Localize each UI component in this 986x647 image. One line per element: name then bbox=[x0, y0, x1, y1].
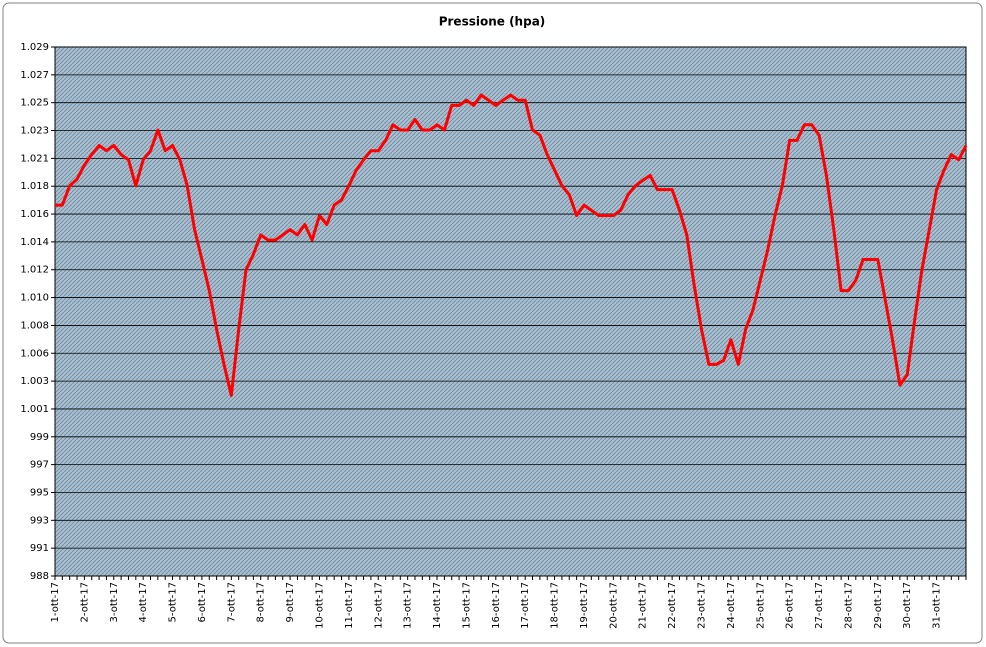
plot-frame bbox=[54, 46, 967, 577]
y-tick-label: 1.016 bbox=[20, 209, 49, 220]
x-tick-label: 21-ott-17 bbox=[638, 582, 649, 629]
x-tick-label: 6-ott-17 bbox=[197, 582, 208, 622]
y-tick-label: 1.014 bbox=[20, 237, 49, 248]
x-tick-label: 8-ott-17 bbox=[256, 582, 267, 622]
y-tick-label: 991 bbox=[30, 543, 49, 554]
x-tick-label: 30-ott-17 bbox=[902, 582, 913, 629]
x-tick-label: 29-ott-17 bbox=[873, 582, 884, 629]
x-tick-label: 10-ott-17 bbox=[314, 582, 325, 629]
x-tick-label: 25-ott-17 bbox=[755, 582, 766, 629]
y-tick-label: 997 bbox=[30, 460, 49, 471]
x-tick-label: 12-ott-17 bbox=[373, 582, 384, 629]
x-tick-label: 22-ott-17 bbox=[667, 582, 678, 629]
y-tick-label: 995 bbox=[30, 487, 49, 498]
y-tick-label: 1.001 bbox=[20, 404, 49, 415]
x-tick-label: 14-ott-17 bbox=[432, 582, 443, 629]
x-tick-label: 9-ott-17 bbox=[285, 582, 296, 622]
x-tick-label: 23-ott-17 bbox=[697, 582, 708, 629]
x-tick-label: 16-ott-17 bbox=[491, 582, 502, 629]
y-tick-label: 999 bbox=[30, 432, 49, 443]
y-tick-label: 1.023 bbox=[20, 126, 49, 137]
y-tick-label: 1.006 bbox=[20, 348, 49, 359]
y-tick-label: 1.018 bbox=[20, 181, 49, 192]
x-tick-label: 7-ott-17 bbox=[226, 582, 237, 622]
x-tick-label: 24-ott-17 bbox=[726, 582, 737, 629]
y-tick-label: 988 bbox=[30, 571, 49, 582]
x-tick-label: 17-ott-17 bbox=[520, 582, 531, 629]
line bbox=[55, 93, 968, 397]
chart-title: Pressione (hpa) bbox=[439, 15, 546, 29]
x-tick-label: 2-ott-17 bbox=[79, 582, 90, 622]
y-tick-label: 993 bbox=[30, 515, 49, 526]
y-tick-label: 1.012 bbox=[20, 265, 49, 276]
x-tick-label: 27-ott-17 bbox=[814, 582, 825, 629]
x-tick-label: 31-ott-17 bbox=[932, 582, 943, 629]
y-tick-label: 1.025 bbox=[20, 98, 49, 109]
x-tick-label: 11-ott-17 bbox=[344, 582, 355, 629]
y-tick-label: 1.003 bbox=[20, 376, 49, 387]
x-tick-label: 26-ott-17 bbox=[785, 582, 796, 629]
y-tick-label: 1.027 bbox=[20, 70, 49, 81]
x-tick-label: 20-ott-17 bbox=[608, 582, 619, 629]
y-tick-label: 1.021 bbox=[20, 153, 49, 164]
y-tick-label: 1.008 bbox=[20, 320, 49, 331]
x-tick-label: 28-ott-17 bbox=[843, 582, 854, 629]
y-tick-label: 1.010 bbox=[20, 293, 49, 304]
x-tick-label: 15-ott-17 bbox=[461, 582, 472, 629]
plot-area bbox=[55, 47, 966, 576]
x-tick-label: 13-ott-17 bbox=[403, 582, 414, 629]
x-tick-label: 1-ott-17 bbox=[50, 582, 61, 622]
y-tick-label: 1.029 bbox=[20, 42, 49, 53]
x-tick-label: 3-ott-17 bbox=[109, 582, 120, 622]
x-tick-label: 4-ott-17 bbox=[138, 582, 149, 622]
x-tick-label: 18-ott-17 bbox=[550, 582, 561, 629]
x-tick-label: 5-ott-17 bbox=[168, 582, 179, 622]
x-tick-label: 19-ott-17 bbox=[579, 582, 590, 629]
